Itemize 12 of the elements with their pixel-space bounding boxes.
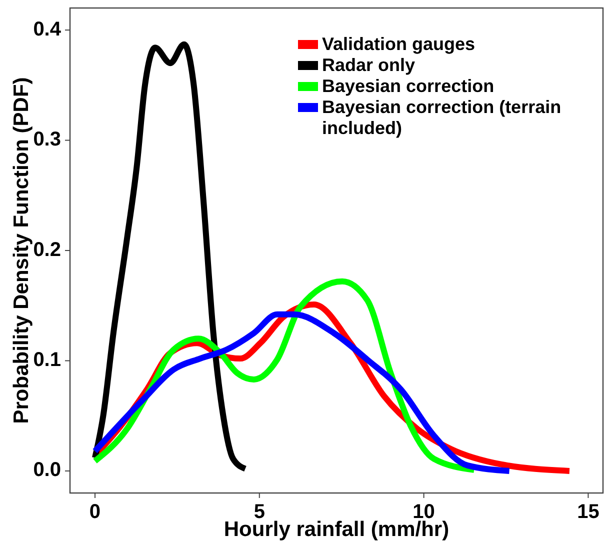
x-tick-label: 0 [89, 501, 101, 523]
legend-label: Radar only [322, 54, 416, 75]
y-tick-label: 0.2 [33, 238, 61, 261]
y-tick-label: 0.3 [33, 128, 61, 151]
y-axis-title: Probability Density Function (PDF) [10, 77, 33, 424]
legend-label: Validation gauges [322, 34, 476, 54]
y-tick-label: 0.1 [33, 349, 61, 372]
x-tick-label: 15 [577, 501, 600, 523]
y-tick-label: 0.0 [33, 459, 61, 482]
y-tick-label: 0.4 [33, 18, 62, 40]
legend-label: Bayesian correction (terrain included) [322, 96, 562, 138]
legend-label: Bayesian correction [322, 76, 494, 96]
